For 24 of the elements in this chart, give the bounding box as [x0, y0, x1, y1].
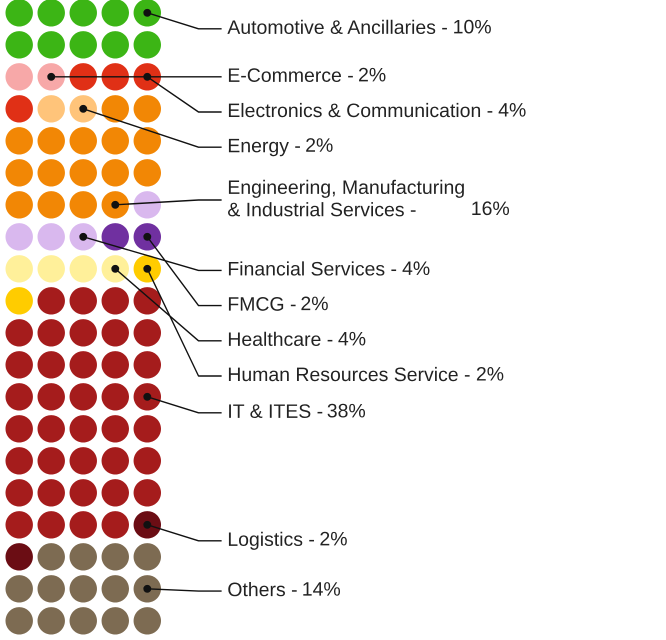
category-label: Logistics - [228, 532, 314, 550]
data-label: 4% [338, 332, 366, 346]
data-label: 10% [454, 20, 491, 34]
data-label: 2% [306, 138, 333, 152]
category-label: Financial Services - [228, 261, 396, 276]
data-label: 2% [359, 68, 386, 82]
category-label: Others - [228, 582, 297, 596]
category-label: Energy - [228, 138, 300, 156]
data-label: 16% [472, 201, 510, 216]
category-label: FMCG - [228, 297, 296, 311]
category-label: Engineering, Manufacturing & Industrial Services - [228, 180, 464, 216]
category-label: Human Resources Service - [228, 366, 470, 382]
category-label: Healthcare - [228, 332, 332, 346]
category-label: Electronics & Communication - [228, 102, 492, 118]
data-label: 4% [498, 103, 526, 117]
data-label: 4% [402, 261, 430, 276]
category-label: E-Commerce - [228, 68, 353, 82]
data-label: 2% [301, 296, 328, 310]
data-label: 14% [303, 582, 340, 596]
category-label: Automotive & Ancillaries - [227, 20, 447, 34]
category-label: IT & ITES - [229, 404, 322, 418]
data-label: 2% [320, 532, 347, 546]
data-label: 38% [328, 404, 366, 418]
data-label: 2% [476, 366, 504, 381]
